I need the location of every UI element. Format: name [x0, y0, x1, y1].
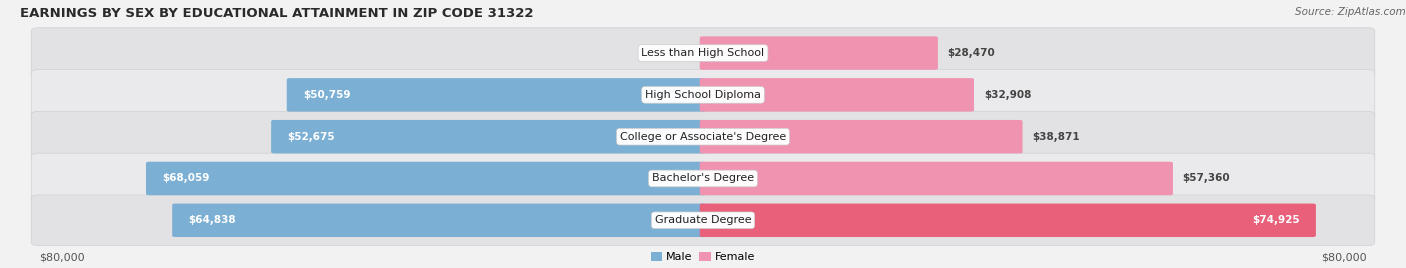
Text: $80,000: $80,000 — [1322, 252, 1367, 262]
FancyBboxPatch shape — [31, 70, 1375, 120]
Text: Bachelor's Degree: Bachelor's Degree — [652, 173, 754, 184]
FancyBboxPatch shape — [31, 153, 1375, 204]
FancyBboxPatch shape — [31, 195, 1375, 245]
FancyBboxPatch shape — [700, 36, 938, 70]
Text: High School Diploma: High School Diploma — [645, 90, 761, 100]
Text: $64,838: $64,838 — [188, 215, 236, 225]
Text: $68,059: $68,059 — [162, 173, 209, 184]
Text: $0: $0 — [679, 48, 693, 58]
FancyBboxPatch shape — [31, 28, 1375, 78]
FancyBboxPatch shape — [700, 162, 1173, 195]
FancyBboxPatch shape — [271, 120, 706, 153]
Text: Source: ZipAtlas.com: Source: ZipAtlas.com — [1295, 7, 1406, 17]
FancyBboxPatch shape — [172, 204, 706, 237]
FancyBboxPatch shape — [146, 162, 706, 195]
Text: $80,000: $80,000 — [39, 252, 84, 262]
Text: $57,360: $57,360 — [1182, 173, 1230, 184]
Text: Graduate Degree: Graduate Degree — [655, 215, 751, 225]
Text: $38,871: $38,871 — [1032, 132, 1080, 142]
Text: $50,759: $50,759 — [304, 90, 350, 100]
FancyBboxPatch shape — [31, 111, 1375, 162]
FancyBboxPatch shape — [700, 120, 1022, 153]
Legend: Male, Female: Male, Female — [651, 252, 755, 262]
Text: $28,470: $28,470 — [948, 48, 995, 58]
Text: College or Associate's Degree: College or Associate's Degree — [620, 132, 786, 142]
Text: $32,908: $32,908 — [984, 90, 1031, 100]
Text: EARNINGS BY SEX BY EDUCATIONAL ATTAINMENT IN ZIP CODE 31322: EARNINGS BY SEX BY EDUCATIONAL ATTAINMEN… — [20, 7, 533, 20]
Text: $52,675: $52,675 — [287, 132, 335, 142]
Text: $74,925: $74,925 — [1251, 215, 1299, 225]
FancyBboxPatch shape — [700, 204, 1316, 237]
FancyBboxPatch shape — [700, 78, 974, 111]
FancyBboxPatch shape — [287, 78, 706, 111]
Text: Less than High School: Less than High School — [641, 48, 765, 58]
